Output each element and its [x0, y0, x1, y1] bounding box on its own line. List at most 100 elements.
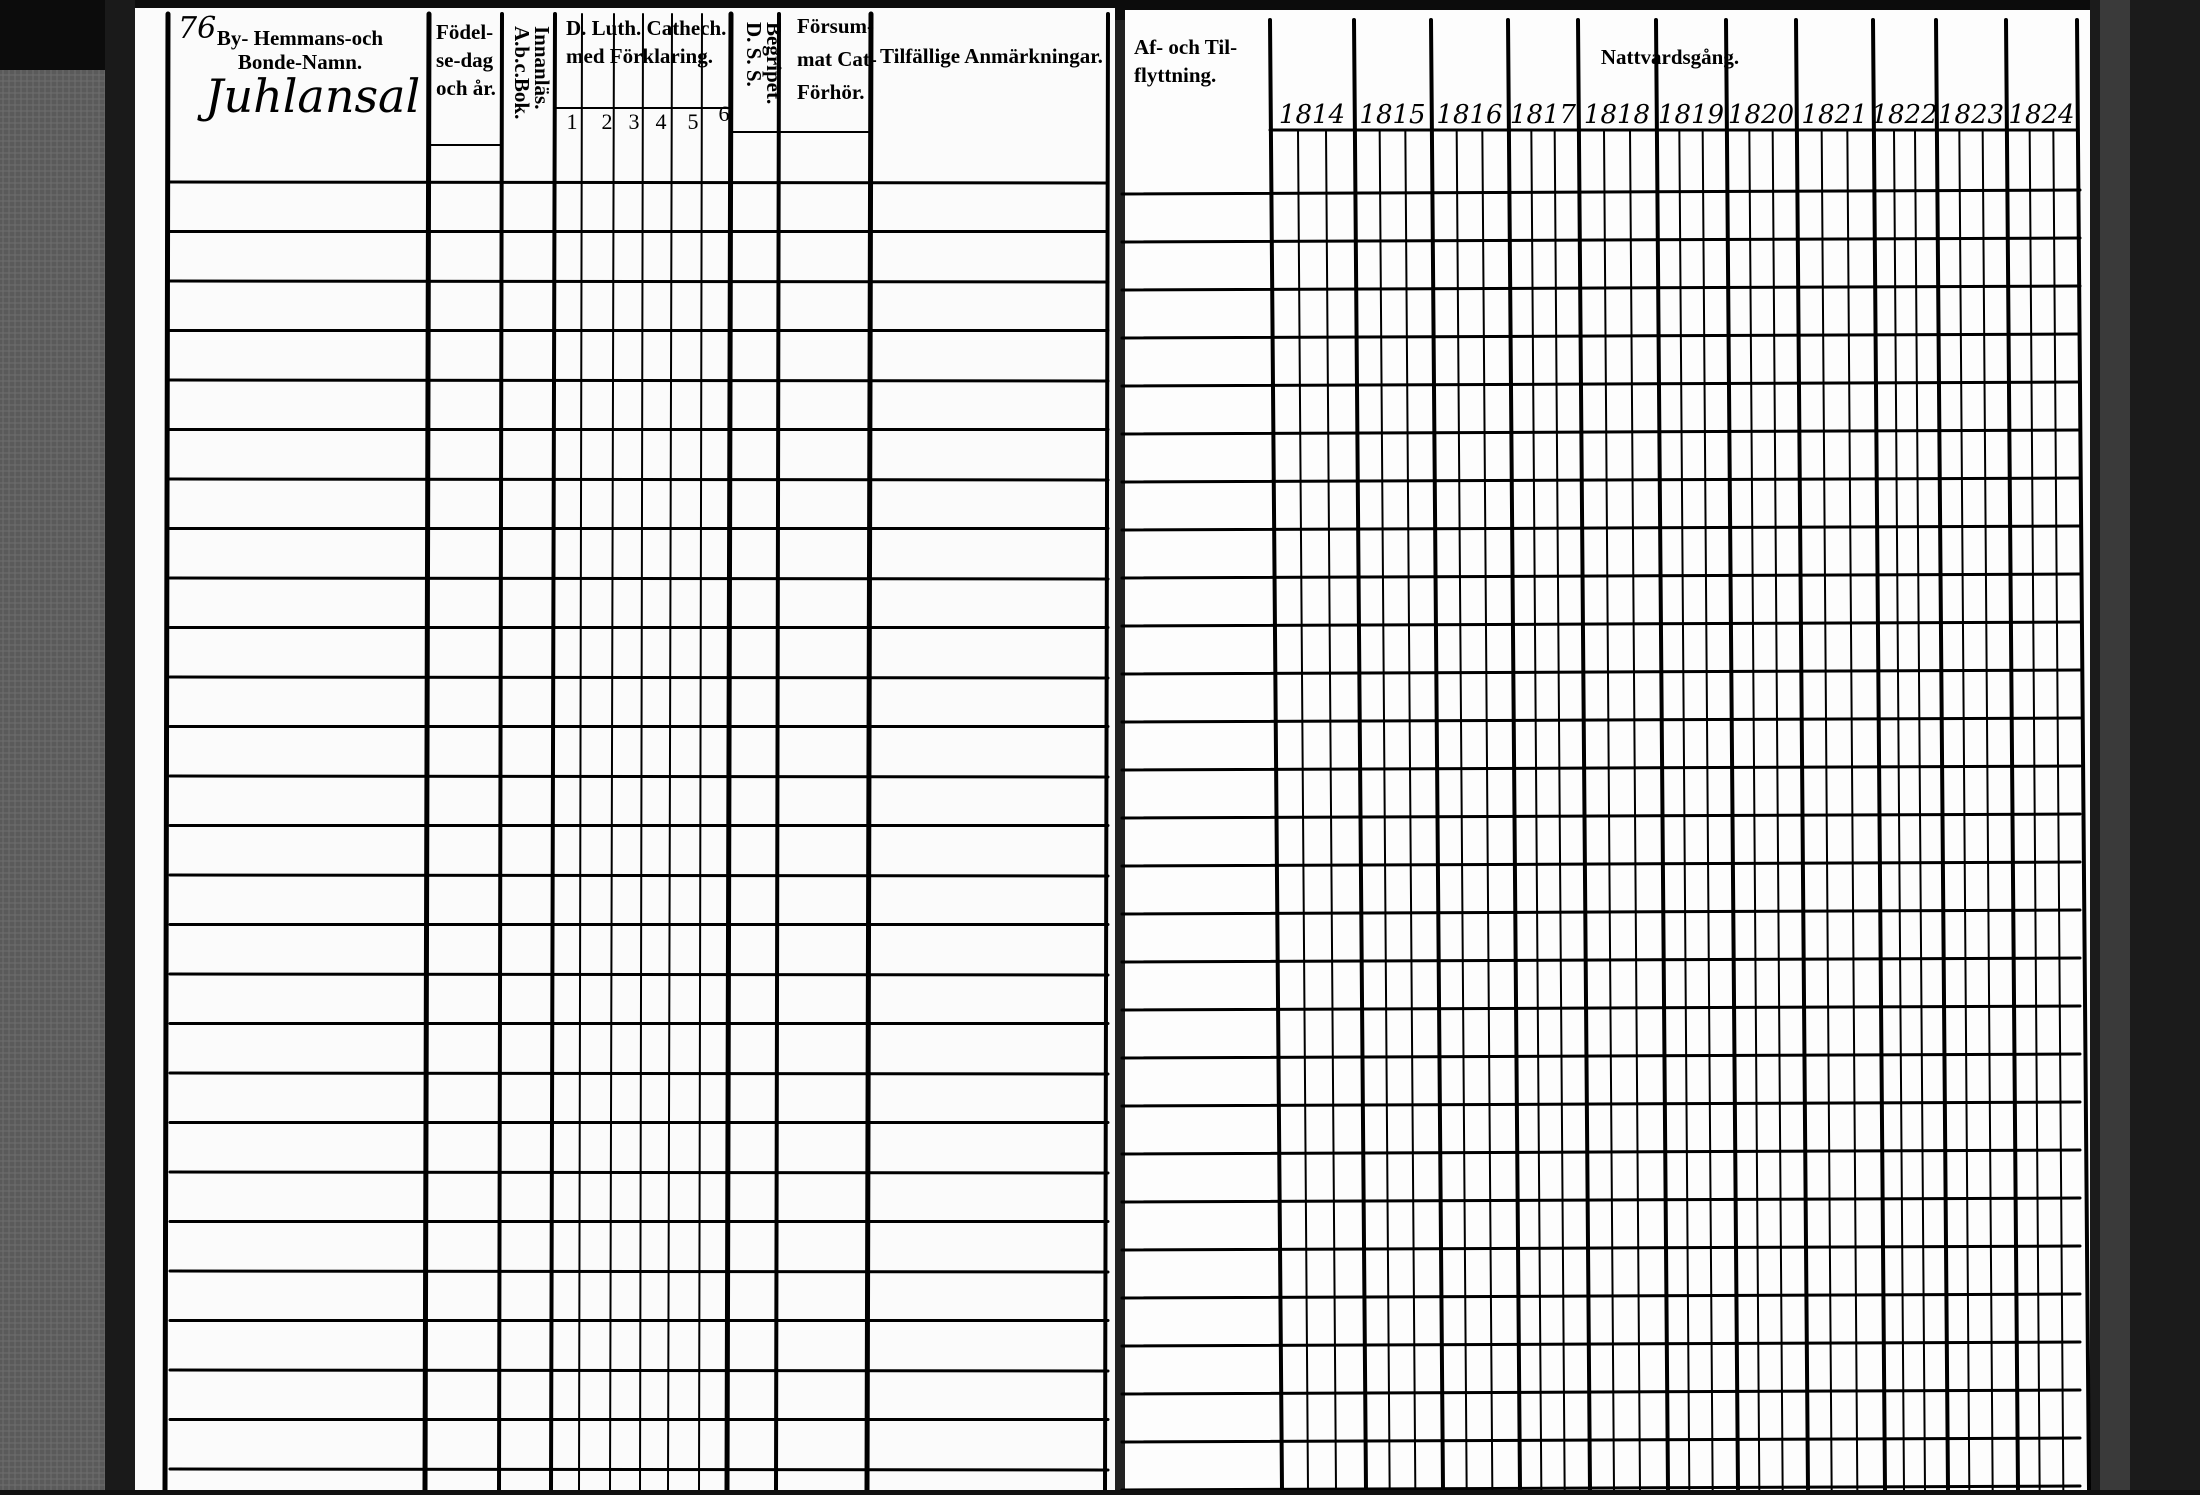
- row-rule: [1120, 1100, 2082, 1108]
- sub-column-rule: [1603, 129, 1615, 1491]
- row-rule: [168, 279, 1110, 284]
- column-header: med Förklaring.: [566, 44, 713, 68]
- cover-cloth: [0, 70, 105, 1490]
- column-header: Af- och Til-: [1134, 35, 1237, 59]
- column-header: Försum-: [797, 14, 874, 38]
- row-rule: [1120, 188, 2082, 196]
- column-rule: [422, 11, 432, 1493]
- column-rule: [549, 12, 557, 1492]
- column-rule: [1871, 18, 1887, 1492]
- sub-column-rule: [1481, 129, 1494, 1491]
- year-header: 1822: [1871, 100, 1937, 130]
- sub-column-rule: [1678, 129, 1691, 1491]
- column-header: Förhör.: [797, 80, 864, 104]
- year-header: 1824: [2008, 100, 2074, 130]
- column-rule: [1934, 18, 1950, 1492]
- sub-column-rule: [2052, 129, 2065, 1491]
- row-rule: [1120, 956, 2082, 964]
- column-rule: [774, 12, 781, 1492]
- column-rule: [1506, 18, 1522, 1492]
- row-rule: [1120, 716, 2082, 724]
- row-rule: [1120, 668, 2082, 676]
- column-rule: [864, 11, 874, 1493]
- row-rule: [1120, 1148, 2082, 1156]
- row-rule: [1120, 764, 2082, 772]
- column-header: flyttning.: [1134, 63, 1216, 87]
- row-rule: [1120, 380, 2082, 388]
- year-header: 1816: [1436, 100, 1502, 130]
- row-rule: [1120, 284, 2082, 292]
- row-rule: [168, 873, 1110, 878]
- page-edge-left: [105, 0, 135, 1490]
- column-header: Begripet.: [762, 22, 786, 104]
- column-number: 3: [629, 109, 640, 134]
- column-header: D. S. S.: [742, 22, 766, 87]
- column-rule: [162, 11, 171, 1493]
- column-header: Innanläs.: [530, 26, 554, 109]
- column-rule: [1352, 18, 1368, 1492]
- column-rule: [639, 13, 644, 1491]
- sub-column-rule: [1748, 129, 1761, 1491]
- column-number: 4: [656, 109, 667, 134]
- row-rule: [1120, 1244, 2082, 1252]
- column-number: 6: [719, 101, 730, 126]
- sub-column-rule: [1325, 129, 1337, 1491]
- year-header: 1819: [1658, 100, 1724, 130]
- year-header: 1815: [1359, 100, 1425, 130]
- column-header: By- Hemmans-och: [217, 26, 384, 50]
- row-rule: [168, 180, 1110, 185]
- year-header: 1820: [1728, 100, 1794, 130]
- row-rule: [1120, 1340, 2082, 1348]
- year-header: 1818: [1584, 100, 1650, 130]
- row-rule: [1120, 428, 2082, 436]
- sub-column-rule: [1629, 129, 1641, 1491]
- page-number: 76: [178, 11, 216, 46]
- row-rule: [168, 972, 1110, 977]
- column-rule: [2075, 18, 2091, 1492]
- column-rule: [497, 12, 504, 1492]
- column-rule: [1654, 18, 1670, 1492]
- sub-column-rule: [1701, 129, 1714, 1491]
- column-header: Bonde-Namn.: [238, 50, 362, 74]
- column-rule: [578, 13, 583, 1491]
- column-rule: [1724, 18, 1740, 1492]
- sub-column-rule: [1297, 129, 1309, 1491]
- sub-column-rule: [1893, 129, 1905, 1491]
- year-header: 1817: [1510, 100, 1577, 130]
- column-rule: [667, 13, 673, 1491]
- row-rule: [1120, 572, 2082, 580]
- column-header: D. Luth. Cathech.: [566, 16, 726, 40]
- ruling: [162, 11, 2091, 1493]
- sub-column-rule: [1981, 129, 1994, 1491]
- row-rule: [1120, 476, 2082, 484]
- column-header: A.b.c.Bok.: [510, 26, 534, 119]
- row-rule: [168, 477, 1110, 482]
- column-rule: [1268, 18, 1284, 1492]
- column-rule: [1794, 18, 1810, 1492]
- sub-column-rule: [1455, 129, 1468, 1491]
- handwritten-entry: Juhlansal: [197, 69, 420, 123]
- column-header: Nattvardsgång.: [1601, 45, 1739, 69]
- column-header: mat Cat-: [797, 47, 877, 71]
- column-header: Födel-: [436, 20, 493, 44]
- sub-column-rule: [1404, 129, 1417, 1491]
- sub-column-rule: [2028, 129, 2041, 1491]
- row-rule: [1120, 332, 2082, 340]
- column-header: se-dag: [436, 48, 494, 72]
- column-rule: [609, 13, 615, 1491]
- row-rule: [1120, 524, 2082, 532]
- row-rule: [168, 1071, 1110, 1076]
- column-header: Tilfällige Anmärkningar.: [880, 44, 1103, 68]
- page-edge-texture: [2100, 0, 2130, 1490]
- sub-column-rule: [1914, 129, 1926, 1491]
- year-header: 1821: [1801, 100, 1867, 130]
- column-header: och år.: [436, 76, 496, 100]
- sub-column-rule: [1530, 129, 1543, 1491]
- column-rule: [698, 13, 703, 1491]
- row-rule: [1120, 1004, 2082, 1012]
- left-page: [135, 8, 1115, 1490]
- row-rule: [168, 1368, 1110, 1373]
- sub-column-rule: [1553, 129, 1566, 1491]
- row-rule: [1120, 860, 2082, 868]
